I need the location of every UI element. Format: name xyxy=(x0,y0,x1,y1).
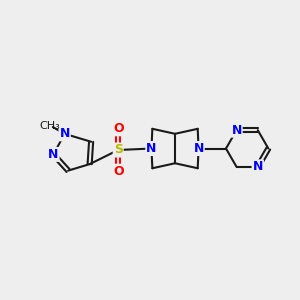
Text: N: N xyxy=(194,142,204,155)
Text: N: N xyxy=(48,148,59,161)
Text: N: N xyxy=(253,160,263,173)
Text: S: S xyxy=(114,143,123,157)
Text: N: N xyxy=(146,142,157,155)
Text: N: N xyxy=(59,127,70,140)
Text: O: O xyxy=(113,165,124,178)
Text: O: O xyxy=(113,122,124,135)
Text: CH₃: CH₃ xyxy=(39,121,60,130)
Text: N: N xyxy=(231,124,242,137)
